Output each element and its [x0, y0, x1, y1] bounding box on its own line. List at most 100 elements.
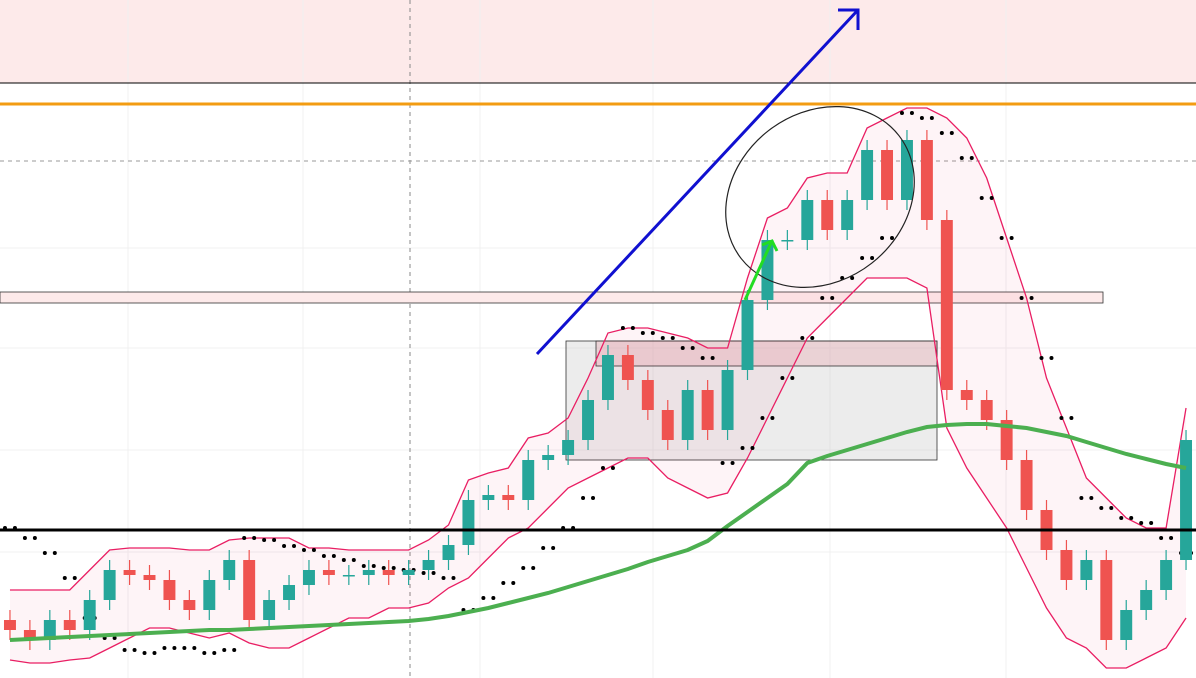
- sar-dot: [1169, 536, 1174, 540]
- candle-body: [1020, 460, 1033, 510]
- sar-dot: [909, 111, 914, 115]
- sar-dot: [999, 236, 1004, 240]
- sar-dot: [800, 336, 805, 340]
- zone-rect: [0, 291, 1104, 304]
- candle-body: [601, 355, 614, 400]
- sar-dot: [72, 576, 77, 580]
- sar-dot: [22, 536, 27, 540]
- candle-body: [920, 140, 933, 220]
- sar-dot: [1119, 516, 1124, 520]
- sar-dot: [381, 566, 386, 570]
- sar-dot: [331, 554, 336, 558]
- sar-dot: [1159, 536, 1164, 540]
- candle-body: [183, 600, 196, 610]
- sar-dot: [1009, 236, 1014, 240]
- candle-body: [23, 630, 36, 640]
- sar-dot: [989, 196, 994, 200]
- sar-dot: [292, 544, 297, 548]
- candle-body: [761, 240, 774, 300]
- sar-dot: [919, 116, 924, 120]
- sar-dot: [730, 461, 735, 465]
- sar-dot: [491, 596, 496, 600]
- sar-dot: [959, 156, 964, 160]
- candle-body: [502, 495, 515, 500]
- sar-dot: [1049, 356, 1054, 360]
- candle-body: [960, 390, 973, 400]
- zone-band: [0, 0, 1196, 83]
- band-line: [9, 277, 1187, 669]
- sar-dot: [391, 566, 396, 570]
- candle-body: [881, 150, 894, 200]
- sar-dot: [501, 581, 506, 585]
- sar-dot: [272, 538, 277, 542]
- sar-dot: [1099, 506, 1104, 510]
- sar-dot: [1129, 516, 1134, 520]
- sar-dot: [441, 576, 446, 580]
- sar-dot: [600, 466, 605, 470]
- candle-body: [1000, 420, 1013, 460]
- sar-dot: [939, 131, 944, 135]
- sar-dot: [1059, 416, 1064, 420]
- candle-body: [641, 380, 654, 410]
- candle-body: [63, 620, 76, 630]
- sar-dot: [640, 331, 645, 335]
- zone-rect: [595, 340, 938, 367]
- sar-dot: [311, 548, 316, 552]
- sar-dot: [620, 326, 625, 330]
- moving-average: [9, 422, 1187, 642]
- sar-dot: [690, 346, 695, 350]
- sar-dot: [32, 536, 37, 540]
- sar-dot: [1069, 416, 1074, 420]
- sar-dot: [870, 256, 875, 260]
- sar-dot: [929, 116, 934, 120]
- candle-body: [83, 600, 96, 630]
- sar-dot: [760, 416, 765, 420]
- small-arrow: [743, 242, 773, 301]
- candle-body: [43, 620, 56, 640]
- candle-body: [1080, 560, 1093, 580]
- sar-dot: [42, 551, 47, 555]
- candle-body: [243, 560, 256, 620]
- plot: [2, 107, 1194, 669]
- sar-dot: [541, 546, 546, 550]
- candle-body: [1060, 550, 1073, 580]
- sar-dot: [840, 276, 845, 280]
- candle-body: [542, 455, 555, 460]
- candle-body: [3, 620, 16, 630]
- band-fill: [9, 108, 1187, 668]
- candle-body: [1100, 560, 1113, 640]
- sar-dot: [660, 336, 665, 340]
- sar-dot: [421, 571, 426, 575]
- candle-body: [442, 545, 455, 560]
- candle-body: [402, 570, 415, 575]
- candle-body: [940, 220, 953, 390]
- sar-dot: [610, 466, 615, 470]
- sar-dot: [750, 446, 755, 450]
- candle-body: [203, 580, 216, 610]
- sar-dot: [521, 566, 526, 570]
- candle-body: [661, 410, 674, 440]
- sar-dot: [670, 336, 675, 340]
- candle-body: [103, 570, 116, 600]
- candle-body: [462, 500, 475, 545]
- candle-body: [681, 390, 694, 440]
- sar-dot: [451, 576, 456, 580]
- sar-dot: [1109, 506, 1114, 510]
- candle-body: [263, 600, 276, 620]
- sar-dot: [212, 651, 217, 655]
- sar-dot: [740, 446, 745, 450]
- sar-dot: [581, 496, 586, 500]
- sar-dot: [252, 536, 257, 540]
- candle-body: [900, 140, 913, 200]
- candle-body: [781, 240, 794, 242]
- candle-body: [283, 585, 296, 600]
- sar-dot: [780, 376, 785, 380]
- sar-dot: [899, 111, 904, 115]
- sar-dot: [710, 356, 715, 360]
- sar-dot: [182, 646, 187, 650]
- sar-dot: [162, 646, 167, 650]
- sar-dot: [431, 571, 436, 575]
- candle-body: [322, 570, 335, 575]
